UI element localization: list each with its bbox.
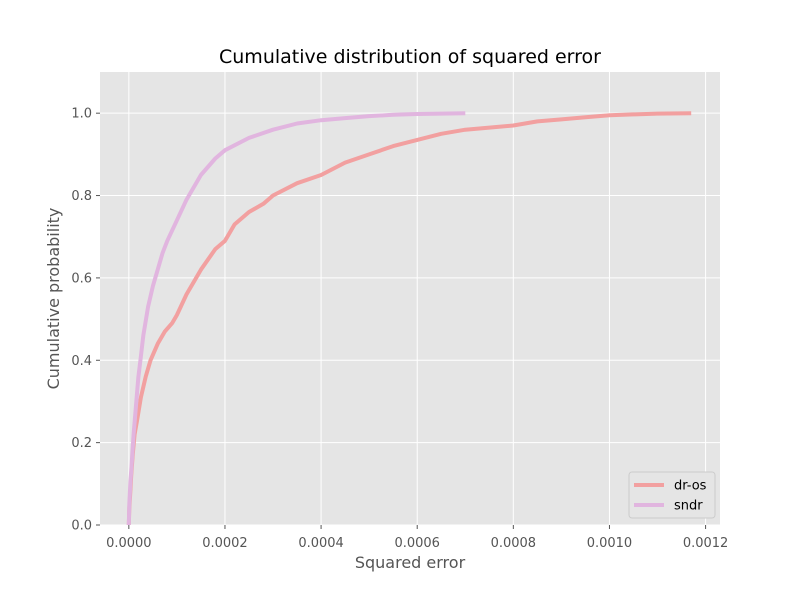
x-tick-label: 0.0000 bbox=[106, 536, 152, 551]
x-tick-label: 0.0002 bbox=[202, 536, 248, 551]
legend-label-dr-os: dr-os bbox=[674, 479, 707, 494]
x-tick-label: 0.0004 bbox=[298, 536, 344, 551]
chart-title: Cumulative distribution of squared error bbox=[219, 46, 601, 68]
x-axis-label: Squared error bbox=[355, 553, 466, 572]
x-tick-label: 0.0006 bbox=[394, 536, 440, 551]
y-axis-label: Cumulative probability bbox=[44, 208, 63, 390]
legend: dr-os sndr bbox=[628, 471, 716, 519]
series-lines bbox=[126, 111, 692, 526]
y-tick-label: 0.2 bbox=[71, 436, 92, 451]
x-axis-ticks: 0.0000 0.0002 0.0004 0.0006 0.0008 0.0010 0.00… bbox=[106, 525, 728, 551]
x-tick-label: 0.0010 bbox=[587, 536, 633, 551]
y-tick-label: 1.0 bbox=[71, 107, 92, 122]
y-tick-label: 0.4 bbox=[71, 354, 92, 369]
y-tick-label: 0.0 bbox=[71, 519, 92, 534]
series-line-sndr bbox=[126, 111, 466, 526]
grid-lines bbox=[100, 72, 720, 526]
legend-label-sndr: sndr bbox=[674, 499, 703, 514]
y-tick-label: 0.8 bbox=[71, 189, 92, 204]
y-axis-ticks: 0.0 0.2 0.4 0.6 0.8 1.0 bbox=[71, 107, 100, 534]
x-tick-label: 0.0012 bbox=[683, 536, 729, 551]
series-line-dr-os bbox=[126, 111, 692, 526]
y-tick-label: 0.6 bbox=[71, 271, 92, 286]
x-tick-label: 0.0008 bbox=[491, 536, 537, 551]
plot-background bbox=[100, 72, 720, 525]
